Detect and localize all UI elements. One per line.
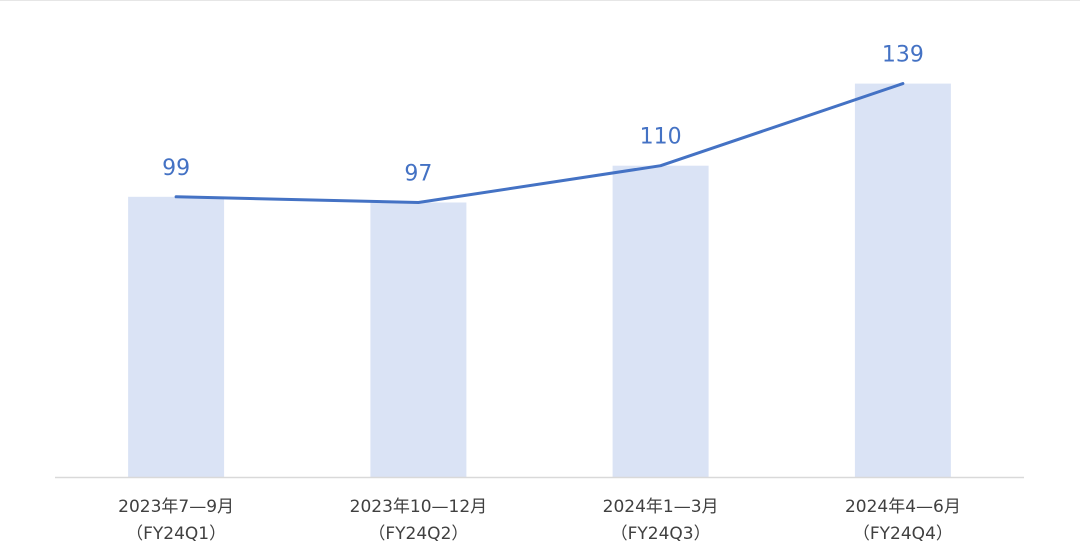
line-series-group (174, 82, 905, 204)
tick-label-1-line-1: 2023年7—9月 (118, 497, 234, 517)
data-label-2: 97 (404, 162, 432, 187)
bar-2 (370, 202, 467, 477)
tick-label-2-line-1: 2023年10—12月 (350, 497, 488, 517)
line-series (174, 82, 905, 204)
data-label-1: 99 (162, 156, 190, 181)
data-label-3: 110 (640, 125, 682, 150)
tick-label-2-line-2: （FY24Q2） (368, 524, 468, 544)
tick-label-1-line-2: （FY24Q1） (126, 524, 226, 544)
bar-1 (128, 196, 225, 478)
tick-label-4-line-1: 2024年4—6月 (845, 497, 961, 517)
tick-label-3-line-1: 2024年1—3月 (603, 497, 719, 517)
data-label-4: 139 (882, 43, 924, 68)
bar-3 (612, 165, 709, 477)
tick-label-3-line-2: （FY24Q3） (611, 524, 711, 544)
tick-label-4-line-2: （FY24Q4） (853, 524, 953, 544)
top-border (0, 0, 1080, 1)
data-labels-group: 99 97 110 139 (162, 43, 924, 187)
bars-group (128, 83, 951, 478)
tick-labels-group: 2023年7—9月 （FY24Q1） 2023年10—12月 （FY24Q2） 2024… (118, 497, 961, 544)
bar-4 (854, 83, 951, 477)
